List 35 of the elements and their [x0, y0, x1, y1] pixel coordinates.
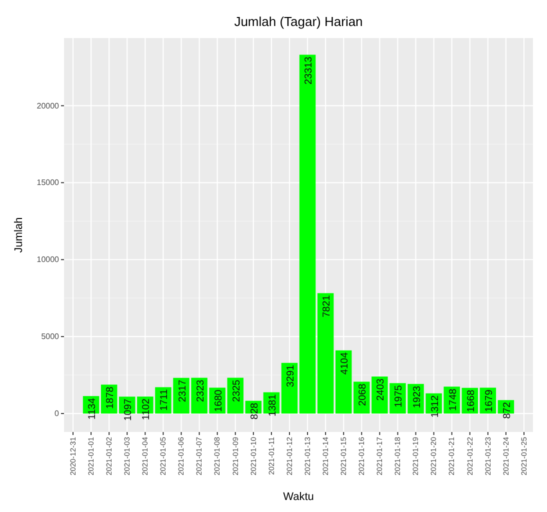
- data-label: 1680: [213, 389, 224, 412]
- data-label: 1381: [267, 394, 278, 417]
- y-tick-label: 0: [54, 409, 60, 418]
- data-label: 7821: [322, 294, 333, 318]
- data-label: 3291: [285, 364, 296, 388]
- bar: [299, 54, 316, 414]
- y-tick-label: 15000: [36, 178, 60, 188]
- data-label: 828: [249, 402, 260, 420]
- data-label: 4104: [340, 352, 351, 375]
- chart-title: Jumlah (Tagar) Harian: [234, 14, 363, 29]
- data-label: 1102: [141, 398, 152, 420]
- data-label: 2325: [231, 379, 242, 402]
- y-tick-label: 10000: [36, 255, 60, 264]
- data-label: 1312: [430, 394, 441, 418]
- data-label: 1679: [484, 389, 495, 412]
- bar: [335, 350, 352, 414]
- y-tick-label: 20000: [36, 101, 60, 110]
- data-label: 1711: [159, 388, 170, 411]
- data-label: 1748: [448, 388, 459, 411]
- data-label: 2403: [376, 378, 387, 401]
- y-axis-title: Jumlah: [13, 217, 25, 253]
- data-label: 1097: [123, 398, 134, 421]
- x-axis-title: Waktu: [283, 491, 314, 503]
- data-label: 2317: [177, 379, 188, 402]
- data-label: 2068: [358, 383, 369, 406]
- data-label: 2323: [195, 379, 206, 402]
- bar: [317, 293, 334, 414]
- data-label: 23313: [304, 56, 315, 85]
- y-tick-label: 5000: [41, 332, 60, 342]
- data-label: 1668: [466, 389, 477, 412]
- data-label: 1878: [105, 386, 116, 409]
- data-label: 1923: [412, 386, 423, 408]
- data-label: 1134: [87, 398, 98, 420]
- data-label: 872: [502, 402, 513, 419]
- data-label: 1975: [394, 384, 405, 408]
